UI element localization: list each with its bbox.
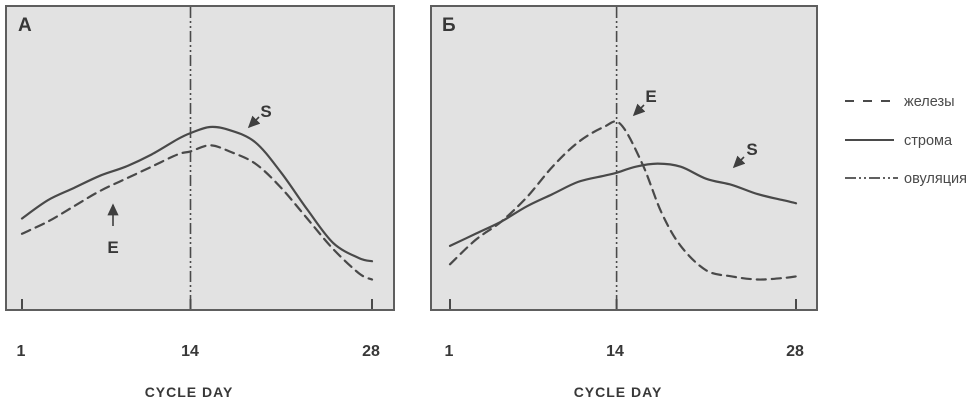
legend: железы строма овуляция <box>845 94 967 187</box>
panel-b-plot-area <box>430 5 818 311</box>
panel-b-tick-label-1: 1 <box>445 343 454 360</box>
panel-a-stroma-label: S <box>260 102 271 121</box>
panel-a-glands-label: E <box>107 238 118 257</box>
panel-b-tick-label-14: 14 <box>606 343 624 360</box>
legend-item-glands: железы <box>845 94 955 110</box>
legend-label-ovulation: овуляция <box>904 171 967 187</box>
panel-b-glands-label: E <box>645 87 656 106</box>
legend-item-ovulation: овуляция <box>845 171 967 187</box>
panel-b-xaxis-title: CYCLE DAY <box>574 384 663 400</box>
panel-a-letter: А <box>18 15 32 36</box>
legend-label-glands: железы <box>904 94 955 110</box>
panel-b-letter: Б <box>442 15 456 36</box>
panel-a-tick-label-28: 28 <box>362 343 380 360</box>
panel-b-stroma-curve <box>448 162 798 247</box>
panel-a-stroma-arrow <box>247 115 261 129</box>
panel-b-glands-arrow <box>632 103 646 117</box>
panel-b: Б E S 1 14 28 CYCLE DAY <box>430 5 818 400</box>
panel-a-glands-curve <box>20 144 374 281</box>
panel-a-tick-label-14: 14 <box>181 343 199 360</box>
panel-b-tick-label-28: 28 <box>786 343 804 360</box>
panel-a-plot-area <box>5 5 395 311</box>
panel-b-stroma-label: S <box>746 140 757 159</box>
panel-a-xaxis-title: CYCLE DAY <box>145 384 234 400</box>
panel-a: А S E 1 14 28 CYCLE DAY <box>5 5 395 400</box>
panel-a-tick-label-1: 1 <box>17 343 26 360</box>
panel-a-stroma-curve <box>20 125 374 263</box>
legend-label-stroma: строма <box>904 133 953 149</box>
panel-b-glands-curve <box>448 120 798 281</box>
panel-b-stroma-arrow <box>732 155 746 169</box>
legend-item-stroma: строма <box>845 133 953 149</box>
